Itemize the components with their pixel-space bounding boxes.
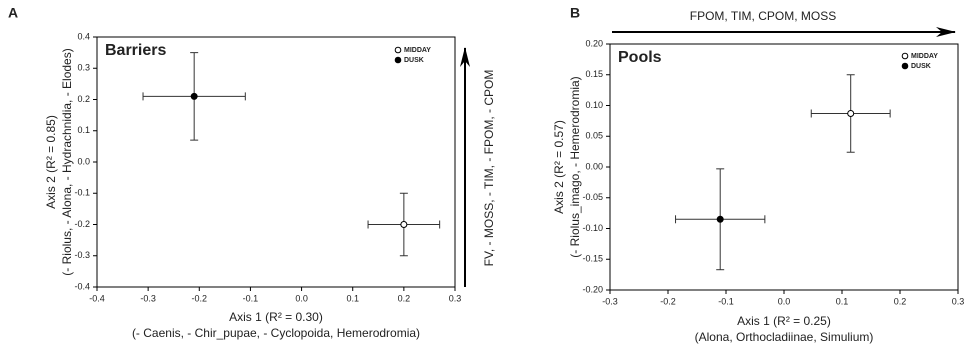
point — [716, 215, 724, 223]
y-tick-label: 0.10 — [585, 100, 603, 110]
x-tick-label: 0.3 — [952, 296, 965, 306]
y-axis-label: (- Riolus_imago, - Hemerodromia) — [568, 76, 582, 257]
y-tick-label: 0.2 — [77, 94, 90, 104]
panel-title: Pools — [618, 49, 662, 66]
y-axis-label: Axis 2 (R² = 0.85) — [44, 115, 58, 209]
y-tick-label: 0.4 — [77, 31, 90, 41]
y-tick-label: -0.2 — [74, 219, 90, 229]
point — [847, 109, 855, 117]
x-tick-label: -0.2 — [660, 296, 676, 306]
x-tick-label: 0.2 — [398, 293, 411, 303]
y-tick-label: 0.00 — [585, 161, 603, 171]
y-tick-label: -0.1 — [74, 188, 90, 198]
x-axis-label: (- Caenis, - Chir_pupae, - Cyclopoida, H… — [132, 326, 420, 340]
y-tick-label: 0.15 — [585, 69, 603, 79]
x-tick-label: 0.0 — [778, 296, 791, 306]
plot-frame — [609, 43, 959, 291]
y-axis-label: Axis 2 (R² = 0.57) — [552, 120, 566, 214]
legend-marker — [394, 56, 402, 64]
y-tick-label: 0.05 — [585, 131, 603, 141]
gradient-label: FPOM, TIM, CPOM, MOSS — [690, 9, 836, 23]
y-tick-label: -0.20 — [582, 284, 603, 294]
panel-letter: B — [570, 5, 580, 21]
x-axis-label: Axis 1 (R² = 0.30) — [229, 310, 323, 324]
x-tick-label: 0.3 — [449, 293, 462, 303]
x-tick-label: -0.3 — [140, 293, 156, 303]
y-tick-label: -0.10 — [582, 223, 603, 233]
x-tick-label: -0.4 — [89, 293, 105, 303]
panel-title: Barriers — [105, 42, 166, 59]
x-tick-label: 0.2 — [894, 296, 907, 306]
panel-letter: A — [8, 5, 18, 21]
x-tick-label: 0.0 — [295, 293, 308, 303]
point — [400, 221, 408, 228]
legend-label: DUSK — [404, 57, 424, 64]
legend-marker — [901, 52, 909, 60]
x-tick-label: -0.2 — [192, 293, 208, 303]
x-tick-label: 0.1 — [836, 296, 849, 306]
y-tick-label: 0.20 — [585, 38, 603, 48]
legend-label: MIDDAY — [404, 47, 431, 54]
x-tick-label: -0.1 — [243, 293, 259, 303]
legend-marker — [394, 46, 402, 54]
y-tick-label: 0.3 — [77, 63, 90, 73]
y-tick-label: -0.3 — [74, 250, 90, 260]
legend-label: MIDDAY — [911, 53, 938, 60]
legend-marker — [901, 62, 909, 70]
x-tick-label: -0.1 — [718, 296, 734, 306]
y-tick-label: 0.1 — [77, 125, 90, 135]
legend-label: DUSK — [911, 63, 931, 70]
x-tick-label: -0.3 — [602, 296, 618, 306]
plot-frame — [96, 36, 456, 288]
x-tick-label: 0.1 — [346, 293, 359, 303]
x-axis-label: Axis 1 (R² = 0.25) — [737, 314, 831, 328]
y-axis-label: (- Riolus, - Alona, - Hydrachnidia, - El… — [60, 48, 74, 275]
point — [190, 92, 198, 100]
x-axis-label: (Alona, Orthocladiinae, Simulium) — [695, 330, 874, 344]
gradient-label: FV, - MOSS, - TIM, - FPOM, - CPOM — [482, 70, 496, 267]
y-tick-label: 0.0 — [77, 156, 90, 166]
y-tick-label: -0.05 — [582, 192, 603, 202]
y-tick-label: -0.15 — [582, 254, 603, 264]
y-tick-label: -0.4 — [74, 281, 90, 291]
